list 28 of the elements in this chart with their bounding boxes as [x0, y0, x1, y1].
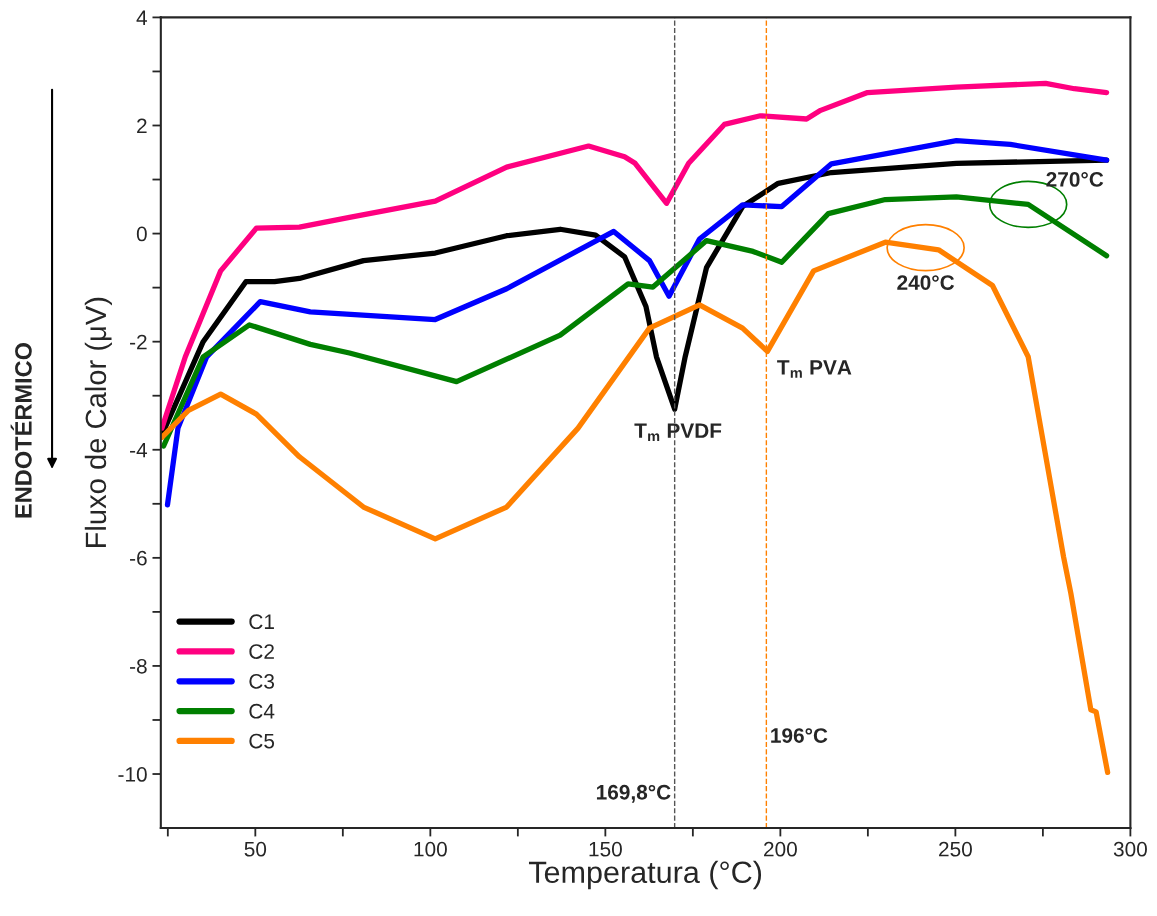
annotation: 270°C — [1046, 172, 1104, 187]
legend-label: C1 — [249, 614, 274, 630]
x-tick-label: 250 — [939, 841, 972, 857]
x-tick-label: 150 — [589, 841, 622, 857]
x-axis-title: Temperatura (°C) — [528, 860, 762, 890]
y-tick-label: 4 — [136, 10, 148, 25]
text: ENDOTÉRMICO — [10, 342, 32, 518]
x-tick-label: 50 — [244, 841, 267, 857]
annotation: 240°C — [897, 275, 955, 290]
y-tick-label: -10 — [118, 767, 147, 782]
y-tick-label: -2 — [130, 334, 147, 350]
annotation: T$_{m}$ PVA — [777, 360, 852, 378]
legend-label: C5 — [249, 733, 275, 749]
legend-label: C2 — [249, 644, 274, 659]
annotation: T$_{m}$ PVDF — [634, 423, 722, 442]
x-tick-label: 100 — [414, 841, 447, 857]
ref-line-label: 196°C — [771, 728, 828, 743]
ref-line-label: 169,8°C — [596, 784, 671, 803]
x-tick-label: 200 — [764, 841, 797, 857]
y-tick-label: -8 — [130, 658, 147, 674]
y-tick-label: -4 — [130, 442, 148, 458]
x-tick-label: 300 — [1113, 841, 1147, 857]
y-tick-label: -6 — [130, 550, 147, 566]
y-tick-label: 0 — [136, 226, 147, 242]
y-tick-label: 2 — [137, 118, 147, 134]
legend-label: C4 — [249, 703, 275, 719]
legend-label: C3 — [249, 674, 275, 689]
y-axis-title: Fluxo de Calor (μV) — [84, 297, 112, 548]
